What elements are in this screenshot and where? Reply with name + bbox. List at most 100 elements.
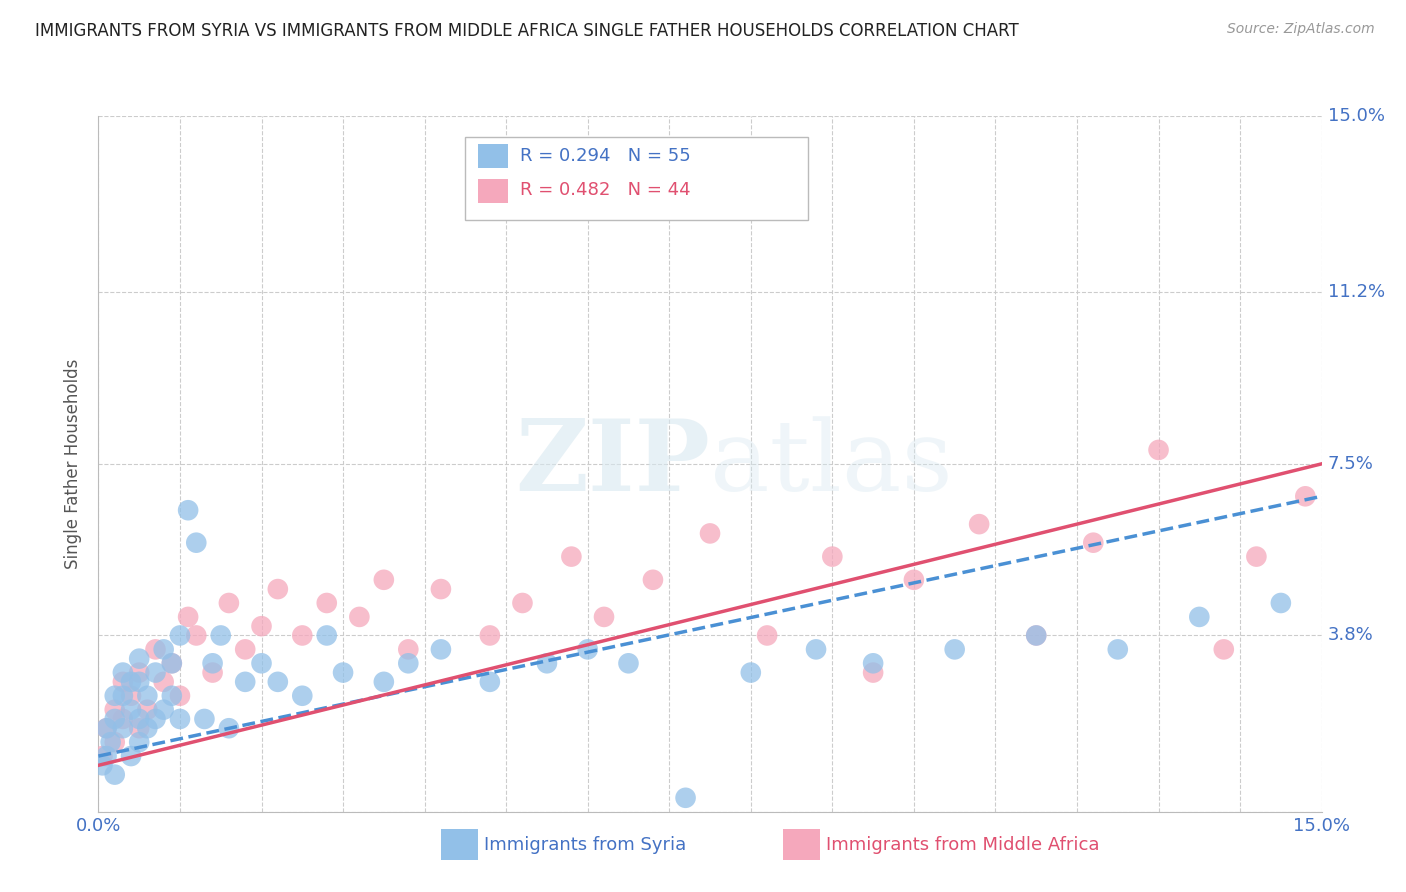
Point: [267, 582, 290, 596]
Bar: [478, 144, 508, 169]
Point: [120, 703, 142, 717]
Point: [145, 665, 167, 680]
Bar: [478, 178, 508, 203]
Point: [111, 665, 134, 680]
Point: [1294, 489, 1316, 503]
Point: [136, 721, 159, 735]
Point: [104, 767, 127, 781]
Point: [128, 665, 150, 680]
Point: [186, 628, 208, 642]
Point: [862, 657, 884, 671]
Point: [201, 665, 224, 680]
Point: [315, 596, 337, 610]
Point: [804, 642, 827, 657]
Point: [104, 703, 127, 717]
Point: [396, 642, 419, 657]
Point: [128, 735, 150, 749]
Point: [699, 526, 721, 541]
Point: [862, 665, 884, 680]
Point: [152, 703, 174, 717]
Text: IMMIGRANTS FROM SYRIA VS IMMIGRANTS FROM MIDDLE AFRICA SINGLE FATHER HOUSEHOLDS : IMMIGRANTS FROM SYRIA VS IMMIGRANTS FROM…: [35, 22, 1019, 40]
Point: [396, 657, 419, 671]
Point: [128, 721, 150, 735]
Point: [373, 674, 395, 689]
Point: [1025, 628, 1047, 642]
Point: [128, 651, 150, 665]
Point: [111, 712, 134, 726]
Point: [120, 674, 142, 689]
Point: [821, 549, 844, 564]
Point: [1188, 610, 1211, 624]
Point: [1083, 535, 1105, 549]
Point: [120, 689, 142, 703]
Point: [100, 735, 122, 749]
Point: [943, 642, 966, 657]
Point: [104, 689, 127, 703]
Point: [96, 721, 118, 735]
Point: [233, 642, 256, 657]
Y-axis label: Single Father Households: Single Father Households: [65, 359, 83, 569]
Point: [373, 573, 395, 587]
Point: [250, 657, 273, 671]
Point: [617, 657, 640, 671]
Point: [250, 619, 273, 633]
Point: [576, 642, 599, 657]
Point: [152, 674, 174, 689]
Point: [1212, 642, 1234, 657]
Point: [740, 665, 762, 680]
Point: [560, 549, 582, 564]
Point: [145, 642, 167, 657]
Point: [349, 610, 371, 624]
Point: [145, 712, 167, 726]
Point: [218, 721, 240, 735]
Point: [478, 674, 501, 689]
Text: 7.5%: 7.5%: [1327, 455, 1374, 473]
Text: R = 0.482   N = 44: R = 0.482 N = 44: [520, 181, 692, 200]
Point: [186, 535, 208, 549]
Point: [177, 610, 200, 624]
Point: [91, 758, 114, 772]
Point: [104, 735, 127, 749]
Point: [152, 642, 174, 657]
Point: [430, 582, 453, 596]
Point: [1270, 596, 1292, 610]
Point: [593, 610, 616, 624]
Point: [430, 642, 453, 657]
Point: [177, 503, 200, 517]
Point: [233, 674, 256, 689]
Text: R = 0.294   N = 55: R = 0.294 N = 55: [520, 146, 692, 165]
Point: [96, 749, 118, 764]
Point: [169, 628, 191, 642]
Point: [136, 689, 159, 703]
Point: [756, 628, 779, 642]
Point: [291, 628, 314, 642]
Point: [1246, 549, 1268, 564]
Point: [91, 749, 114, 764]
Point: [1107, 642, 1129, 657]
Point: [641, 573, 664, 587]
Point: [332, 665, 354, 680]
Point: [160, 689, 183, 703]
Point: [267, 674, 290, 689]
FancyBboxPatch shape: [465, 136, 808, 220]
Text: 15.0%: 15.0%: [1327, 107, 1385, 125]
Text: Immigrants from Syria: Immigrants from Syria: [484, 836, 686, 855]
Point: [512, 596, 534, 610]
Point: [169, 689, 191, 703]
Text: Immigrants from Middle Africa: Immigrants from Middle Africa: [827, 836, 1099, 855]
Point: [120, 749, 142, 764]
Point: [111, 674, 134, 689]
Point: [160, 657, 183, 671]
Point: [903, 573, 925, 587]
Point: [675, 790, 697, 805]
Point: [218, 596, 240, 610]
Point: [111, 689, 134, 703]
Point: [128, 674, 150, 689]
Point: [1025, 628, 1047, 642]
Point: [136, 703, 159, 717]
Text: 3.8%: 3.8%: [1327, 626, 1374, 644]
Bar: [441, 830, 478, 861]
Text: 11.2%: 11.2%: [1327, 284, 1385, 301]
Point: [104, 712, 127, 726]
Point: [169, 712, 191, 726]
